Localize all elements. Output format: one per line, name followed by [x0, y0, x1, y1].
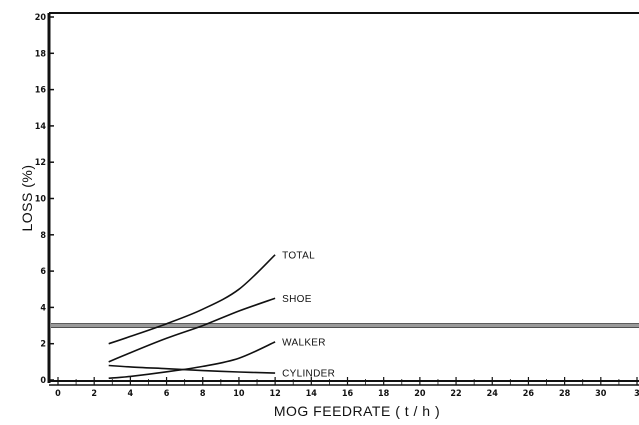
x-tick-label: 4: [128, 389, 134, 399]
y-tick-label: 0: [40, 376, 46, 386]
x-tick-label: 28: [559, 389, 571, 399]
series-line-shoe: [108, 297, 276, 363]
x-tick-label: 6: [164, 389, 170, 399]
reference-band: [51, 323, 639, 328]
series-label-total: TOTAL: [282, 250, 315, 261]
x-tick-label: 12: [269, 389, 280, 399]
y-axis-title: LOSS (%): [19, 164, 35, 231]
y-tick-label: 16: [35, 86, 47, 96]
x-tick-label: 10: [233, 389, 245, 399]
y-tick-label: 10: [35, 195, 47, 205]
reference-band-fill: [51, 323, 639, 328]
x-tick-label: 14: [306, 389, 318, 399]
y-tick-label: 20: [35, 13, 47, 23]
x-tick-label: 22: [450, 389, 461, 399]
series-lines: [108, 254, 276, 379]
x-tick-label: 24: [487, 389, 499, 399]
x-tick-label: 16: [342, 389, 354, 399]
x-tick-label: 2: [91, 389, 97, 399]
y-tick-label: 2: [40, 340, 46, 350]
y-tick-label: 6: [40, 267, 46, 277]
y-tick-label: 12: [35, 158, 46, 168]
series-line-total: [108, 254, 276, 345]
series-line-cylinder: [108, 364, 276, 374]
series-label-walker: WALKER: [282, 337, 326, 348]
x-tick-label: 20: [414, 389, 426, 399]
series-label-shoe: SHOE: [282, 294, 312, 305]
y-tick-label: 14: [35, 122, 47, 132]
series-labels: TOTAL SHOE WALKER CYLINDER: [282, 250, 335, 379]
x-tick-label: 8: [200, 389, 206, 399]
plot-frame: [47, 12, 639, 386]
x-tick-label: 30: [595, 389, 607, 399]
x-axis-title: MOG FEEDRATE ( t / h ): [274, 403, 440, 419]
x-tick-label: 3: [634, 389, 639, 399]
y-tick-label: 4: [40, 303, 46, 313]
y-tick-label: 8: [40, 231, 46, 241]
x-tick-label: 18: [378, 389, 390, 399]
series-label-cylinder: CYLINDER: [282, 369, 335, 380]
x-tick-label: 26: [523, 389, 535, 399]
x-tick-label: 0: [55, 389, 61, 399]
y-tick-label: 18: [35, 49, 47, 59]
